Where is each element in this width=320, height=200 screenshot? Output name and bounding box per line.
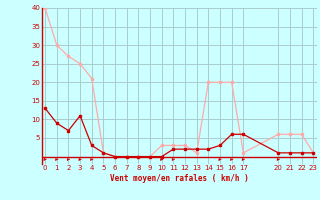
X-axis label: Vent moyen/en rafales ( km/h ): Vent moyen/en rafales ( km/h )	[110, 174, 249, 183]
